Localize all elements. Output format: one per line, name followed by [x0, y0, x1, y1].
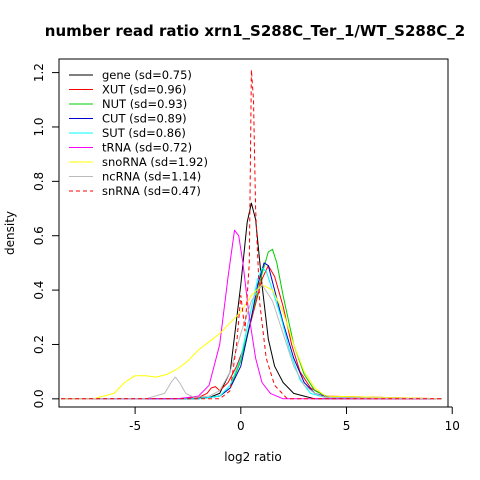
- y-tick-label: 0.0: [32, 389, 46, 408]
- legend-label: SUT (sd=0.86): [102, 126, 186, 140]
- x-tick-label: 0: [237, 419, 245, 433]
- y-tick-label: 1.2: [32, 63, 46, 82]
- legend-label: XUT (sd=0.96): [102, 83, 186, 97]
- x-axis-label: log2 ratio: [224, 450, 281, 464]
- legend-label: snRNA (sd=0.47): [102, 184, 201, 198]
- x-tick-label: 10: [445, 419, 460, 433]
- legend-label: gene (sd=0.75): [102, 68, 192, 82]
- x-tick-label: -5: [129, 419, 141, 433]
- series-line-2: [61, 248, 442, 400]
- series-line-6: [61, 284, 442, 400]
- y-axis: 0.0 0.2 0.4 0.6 0.8 1.0 1.2: [32, 63, 60, 408]
- series-layer: [61, 69, 442, 400]
- legend-label: snoRNA (sd=1.92): [102, 155, 208, 169]
- y-tick-label: 0.2: [32, 335, 46, 354]
- y-axis-label: density: [3, 211, 17, 255]
- series-line-5: [61, 229, 442, 400]
- legend-label: ncRNA (sd=1.14): [102, 170, 201, 184]
- x-tick-label: 5: [343, 419, 351, 433]
- y-tick-label: 0.8: [32, 172, 46, 191]
- y-tick-label: 0.4: [32, 281, 46, 300]
- legend-label: tRNA (sd=0.72): [102, 141, 192, 155]
- x-axis: -5 0 5 10: [129, 406, 460, 433]
- y-tick-label: 0.6: [32, 226, 46, 245]
- chart-title: number read ratio xrn1_S288C_Ter_1/WT_S2…: [45, 22, 465, 40]
- legend: gene (sd=0.75)XUT (sd=0.96)NUT (sd=0.93)…: [69, 68, 208, 198]
- legend-label: CUT (sd=0.89): [102, 112, 187, 126]
- legend-label: NUT (sd=0.93): [102, 97, 187, 111]
- series-line-7: [61, 284, 442, 400]
- y-tick-label: 1.0: [32, 117, 46, 136]
- series-line-3: [61, 262, 442, 400]
